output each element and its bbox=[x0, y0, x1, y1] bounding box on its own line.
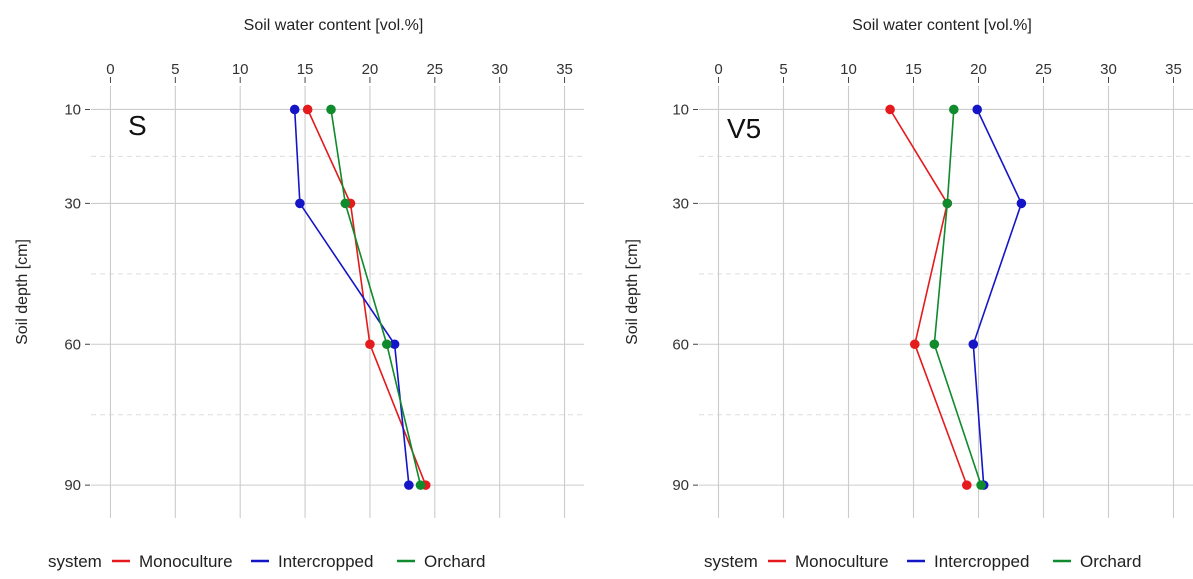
legend: system Monoculture Intercropped Orchard bbox=[704, 552, 1141, 571]
x-tick-label: 15 bbox=[297, 61, 314, 78]
series-line-intercropped bbox=[293, 109, 410, 486]
y-tick-label: 90 bbox=[64, 477, 81, 494]
x-axis-title: Soil water content [vol.%] bbox=[244, 17, 424, 34]
x-tick-label: 20 bbox=[362, 61, 379, 78]
y-tick-label: 30 bbox=[672, 195, 689, 212]
panel-label: S bbox=[128, 110, 147, 141]
legend-item-orchard: Orchard bbox=[1053, 552, 1141, 571]
data-point-intercropped bbox=[295, 198, 305, 209]
x-tick-label: 15 bbox=[905, 61, 922, 78]
y-tick-label: 90 bbox=[672, 477, 689, 494]
legend-item-orchard: Orchard bbox=[397, 552, 485, 571]
data-point-orchard bbox=[949, 104, 959, 115]
legend-label-monoculture: Monoculture bbox=[139, 552, 233, 571]
y-axis-title: Soil depth [cm] bbox=[624, 239, 641, 345]
data-point-orchard bbox=[415, 480, 426, 490]
data-point-orchard bbox=[942, 198, 953, 209]
legend-item-monoculture: Monoculture bbox=[768, 552, 889, 571]
x-tick-label: 5 bbox=[779, 61, 787, 78]
legend-label-orchard: Orchard bbox=[1080, 552, 1141, 571]
x-tick-label: 35 bbox=[556, 61, 573, 78]
data-point-intercropped bbox=[404, 480, 414, 490]
y-tick-label: 60 bbox=[672, 336, 689, 353]
chart-panel-1: 0 5 10 15 20 25 30 35 10 30 60 90 Soil water content… bbox=[14, 17, 584, 571]
y-tick-label: 60 bbox=[64, 336, 81, 353]
series-line-orchard bbox=[933, 109, 982, 486]
data-point-orchard bbox=[929, 339, 940, 350]
series-line-intercropped bbox=[972, 109, 1023, 486]
x-tick-label: 0 bbox=[106, 61, 114, 78]
data-point-orchard bbox=[326, 104, 336, 115]
chart-panel-2: 0 5 10 15 20 25 30 35 10 30 60 90 Soil water content… bbox=[624, 17, 1193, 571]
legend-label-monoculture: Monoculture bbox=[795, 552, 889, 571]
data-point-monoculture bbox=[885, 104, 895, 115]
data-point-intercropped bbox=[1016, 198, 1027, 209]
series-line-monoculture bbox=[889, 109, 968, 486]
data-point-intercropped bbox=[389, 339, 400, 350]
x-tick-label: 20 bbox=[970, 61, 987, 78]
x-tick-label: 25 bbox=[426, 61, 443, 78]
legend-label-intercropped: Intercropped bbox=[934, 552, 1029, 571]
data-point-monoculture bbox=[365, 339, 375, 350]
data-point-orchard bbox=[382, 339, 392, 350]
legend-title: system bbox=[704, 552, 758, 571]
data-point-monoculture bbox=[962, 480, 972, 490]
panel-label: V5 bbox=[727, 113, 761, 144]
data-point-orchard bbox=[976, 480, 986, 490]
legend-item-intercropped: Intercropped bbox=[251, 552, 373, 571]
legend-label-intercropped: Intercropped bbox=[278, 552, 373, 571]
data-point-intercropped bbox=[968, 339, 979, 350]
y-tick-label: 10 bbox=[64, 101, 81, 118]
x-tick-label: 0 bbox=[714, 61, 722, 78]
legend: system Monoculture Intercropped Orchard bbox=[48, 552, 485, 571]
data-point-orchard bbox=[340, 198, 351, 209]
data-point-intercropped bbox=[972, 104, 982, 115]
legend-label-orchard: Orchard bbox=[424, 552, 485, 571]
legend-item-intercropped: Intercropped bbox=[907, 552, 1029, 571]
x-tick-label: 30 bbox=[491, 61, 508, 78]
x-tick-label: 30 bbox=[1100, 61, 1117, 78]
x-tick-label: 10 bbox=[840, 61, 857, 78]
x-tick-label: 10 bbox=[232, 61, 249, 78]
series-line-orchard bbox=[330, 109, 422, 486]
legend-item-monoculture: Monoculture bbox=[112, 552, 233, 571]
data-point-monoculture bbox=[302, 104, 313, 115]
series-line-monoculture bbox=[306, 109, 427, 486]
x-tick-label: 5 bbox=[171, 61, 179, 78]
x-tick-label: 35 bbox=[1165, 61, 1182, 78]
y-tick-label: 10 bbox=[672, 101, 689, 118]
y-axis-title: Soil depth [cm] bbox=[14, 239, 31, 345]
data-point-intercropped bbox=[289, 104, 300, 115]
x-tick-label: 25 bbox=[1035, 61, 1052, 78]
legend-title: system bbox=[48, 552, 102, 571]
x-axis-title: Soil water content [vol.%] bbox=[852, 17, 1032, 34]
y-tick-label: 30 bbox=[64, 195, 81, 212]
data-point-monoculture bbox=[910, 339, 920, 350]
